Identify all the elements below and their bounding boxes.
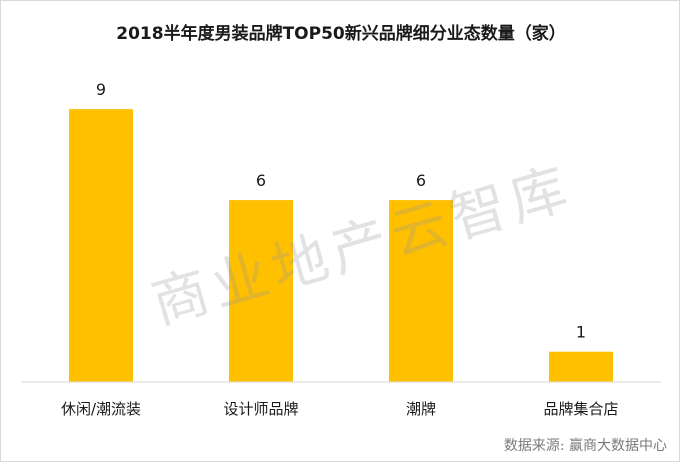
source-value: 赢商大数据中心 (569, 438, 667, 454)
category-label-3: 品牌集合店 (543, 400, 618, 418)
bar-2 (389, 200, 453, 382)
bar-3 (549, 351, 613, 382)
data-label-0: 9 (96, 80, 106, 99)
labels-layer: 9 休闲/潮流装 6 设计师品牌 6 潮牌 1 品牌集合店 (61, 80, 619, 418)
source-note: 数据来源: 赢商大数据中心 (504, 435, 667, 455)
category-label-0: 休闲/潮流装 (61, 400, 141, 418)
source-label: 数据来源: (503, 438, 565, 454)
category-label-2: 潮牌 (406, 400, 436, 418)
data-label-1: 6 (256, 171, 266, 190)
bar-0 (69, 109, 133, 383)
bars-layer (69, 109, 613, 383)
category-label-1: 设计师品牌 (223, 400, 298, 418)
chart-title: 2018半年度男装品牌TOP50新兴品牌细分业态数量（家） (116, 24, 566, 44)
data-label-3: 1 (576, 323, 586, 342)
data-label-2: 6 (416, 171, 426, 190)
bar-1 (229, 200, 293, 382)
